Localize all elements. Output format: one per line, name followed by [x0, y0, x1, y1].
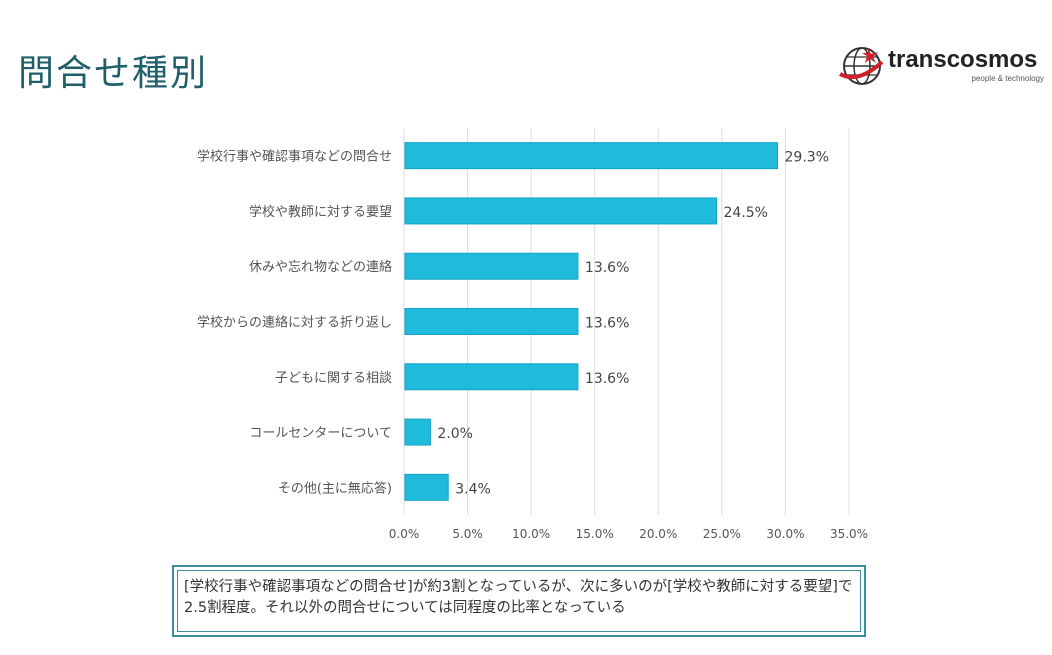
x-tick-label: 0.0%: [389, 527, 420, 541]
bar: [404, 363, 579, 391]
logo-wordmark: transcosmos: [888, 46, 1038, 73]
globe-logo-icon: [839, 47, 884, 85]
value-label: 13.6%: [585, 260, 629, 276]
category-label: 学校や教師に対する要望: [249, 204, 392, 220]
category-label: その他(主に無応答): [278, 480, 392, 496]
value-label: 2.0%: [437, 426, 473, 442]
value-label: 3.4%: [455, 481, 491, 497]
logo-tagline: people & technology: [971, 74, 1045, 83]
x-tick-label: 20.0%: [639, 527, 677, 541]
x-tick-label: 10.0%: [512, 527, 550, 541]
bar: [404, 142, 779, 170]
summary-text: [学校行事や確認事項などの問合せ]が約3割となっているが、次に多いのが[学校や教…: [177, 570, 861, 632]
bar: [404, 252, 579, 280]
value-label: 24.5%: [724, 205, 768, 221]
bar: [404, 197, 717, 225]
x-tick-label: 35.0%: [830, 527, 868, 541]
x-tick-label: 30.0%: [766, 527, 804, 541]
bar: [404, 418, 431, 446]
bar: [404, 308, 579, 335]
category-label: 学校行事や確認事項などの問合せ: [197, 149, 392, 165]
x-tick-label: 25.0%: [703, 527, 741, 541]
value-labels: 29.3% 24.5% 13.6% 13.6% 13.6% 2.0% 3.4%: [437, 150, 829, 498]
category-label: 学校からの連絡に対する折り返し: [197, 315, 392, 331]
category-label: 子どもに関する相談: [275, 370, 392, 386]
category-labels: 学校行事や確認事項などの問合せ学校や教師に対する要望休みや忘れ物などの連絡学校か…: [197, 149, 392, 497]
x-tick-label: 15.0%: [576, 527, 614, 541]
summary-box: [学校行事や確認事項などの問合せ]が約3割となっているが、次に多いのが[学校や教…: [172, 565, 866, 637]
x-tick-labels: 0.0% 5.0% 10.0% 15.0% 20.0% 25.0% 30.0% 35.0%: [389, 527, 868, 541]
value-label: 13.6%: [585, 371, 629, 387]
value-label: 29.3%: [785, 150, 829, 166]
page-title: 問合せ種別: [18, 53, 209, 94]
category-label: コールセンターについて: [249, 426, 392, 441]
bar-chart: 学校行事や確認事項などの問合せ学校や教師に対する要望休みや忘れ物などの連絡学校か…: [197, 128, 868, 541]
chart-bars: [404, 142, 779, 501]
bar: [404, 473, 449, 501]
value-label: 13.6%: [585, 316, 629, 332]
company-logo: transcosmos people & technology: [838, 44, 1048, 88]
category-label: 休みや忘れ物などの連絡: [249, 259, 392, 275]
x-tick-label: 5.0%: [452, 527, 483, 541]
